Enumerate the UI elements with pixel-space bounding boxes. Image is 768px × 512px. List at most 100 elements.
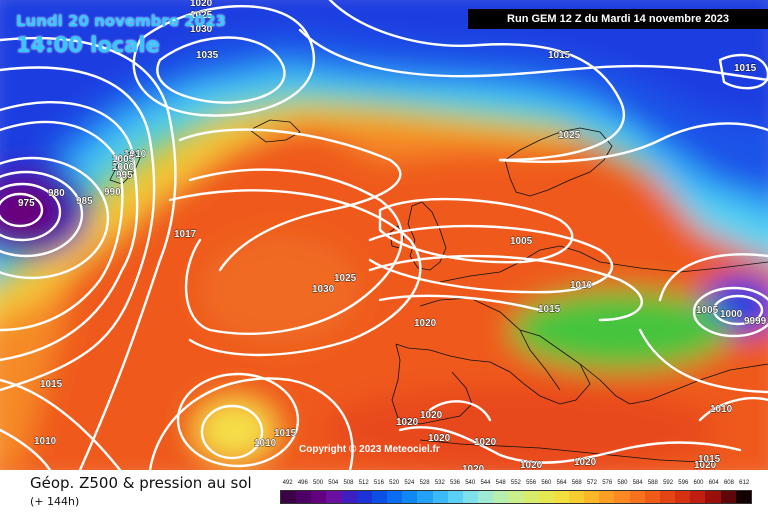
legend-label: 576 bbox=[602, 480, 613, 486]
legend-label: 544 bbox=[480, 480, 491, 486]
legend-label: 528 bbox=[419, 480, 430, 486]
isobar-label: 1020 bbox=[414, 318, 437, 329]
legend-swatch bbox=[432, 491, 448, 503]
color-scale-legend: 492 496 500 504 508 512 516 520 524 528 532 536 540 5… bbox=[280, 479, 752, 505]
isobar-label: 1010 bbox=[254, 438, 277, 449]
legend-swatch bbox=[675, 491, 691, 503]
isobar-label: 1020 bbox=[694, 460, 717, 470]
isobar-label: 1017 bbox=[174, 229, 197, 240]
legend-label: 580 bbox=[617, 480, 628, 486]
legend-labels: 492 496 500 504 508 512 516 520 524 528 532 536 540 5… bbox=[280, 479, 752, 489]
forecast-time: 14:00 locale bbox=[16, 33, 160, 57]
isobar-label: 1015 bbox=[274, 428, 297, 439]
legend-swatch bbox=[644, 491, 660, 503]
isobar-label: 1030 bbox=[312, 284, 335, 295]
model-run-banner: Run GEM 12 Z du Mardi 14 novembre 2023 bbox=[468, 9, 768, 29]
legend-swatch bbox=[599, 491, 615, 503]
isobar-label: 980 bbox=[48, 188, 65, 199]
legend-label: 496 bbox=[297, 480, 308, 486]
isobar-label: 1030 bbox=[190, 24, 213, 35]
legend-label: 592 bbox=[663, 480, 674, 486]
legend-label: 608 bbox=[723, 480, 734, 486]
legend-swatch bbox=[296, 491, 312, 503]
legend-swatch bbox=[659, 491, 676, 503]
legend-swatch bbox=[311, 491, 327, 503]
legend-label: 604 bbox=[708, 480, 719, 486]
legend-swatch bbox=[402, 491, 418, 503]
legend-label: 572 bbox=[586, 480, 597, 486]
isobar-label: 1015 bbox=[40, 379, 63, 390]
isobar-label: 1020 bbox=[420, 410, 443, 421]
isobar-label: 1005 bbox=[112, 154, 135, 165]
weather-map: 1020 1025 1030 1035 1015 1015 1025 1010 … bbox=[0, 0, 768, 470]
legend-swatch bbox=[281, 491, 297, 503]
legend-label: 612 bbox=[739, 480, 750, 486]
legend-swatch bbox=[553, 491, 569, 503]
isobar-label: 1020 bbox=[428, 433, 451, 444]
isobar-label: 1035 bbox=[196, 50, 219, 61]
legend-label: 556 bbox=[526, 480, 537, 486]
isobar-label: 1010 bbox=[570, 280, 593, 291]
legend-label: 568 bbox=[571, 480, 582, 486]
legend-swatch bbox=[538, 491, 554, 503]
isobar-label: 1010 bbox=[710, 404, 733, 415]
isobar-label: 1020 bbox=[396, 417, 419, 428]
legend-swatch bbox=[629, 491, 645, 503]
legend-swatch bbox=[508, 491, 524, 503]
isobar-label: 1025 bbox=[558, 130, 581, 141]
legend-label: 520 bbox=[389, 480, 400, 486]
legend-swatch bbox=[614, 491, 630, 503]
legend-label: 500 bbox=[313, 480, 324, 486]
isobar-label: 1020 bbox=[462, 464, 485, 470]
legend-label: 552 bbox=[510, 480, 521, 486]
isobar-label: 1010 bbox=[34, 436, 57, 447]
legend-label: 508 bbox=[343, 480, 354, 486]
legend-swatch bbox=[523, 491, 539, 503]
legend-swatch bbox=[690, 491, 706, 503]
isobar-label: 1020 bbox=[190, 0, 213, 9]
legend-label: 524 bbox=[404, 480, 415, 486]
isobar-label: 1010 bbox=[124, 149, 147, 160]
legend-swatch bbox=[341, 491, 357, 503]
isobar-label: 1025 bbox=[190, 10, 213, 21]
legend-swatch bbox=[356, 491, 372, 503]
coastlines bbox=[109, 119, 768, 463]
isobar-label: 1000 bbox=[720, 309, 743, 320]
legend-label: 560 bbox=[541, 480, 552, 486]
legend-label: 540 bbox=[465, 480, 476, 486]
isobars bbox=[0, 0, 768, 470]
isobar-label: 985 bbox=[76, 196, 93, 207]
legend-label: 492 bbox=[282, 480, 293, 486]
isobar-label: 1015 bbox=[698, 454, 721, 465]
legend-label: 512 bbox=[358, 480, 369, 486]
legend-label: 504 bbox=[328, 480, 339, 486]
isobar-label: 1020 bbox=[474, 437, 497, 448]
isobar-label: 1025 bbox=[334, 273, 357, 284]
legend-swatch bbox=[584, 491, 600, 503]
isobar-label: 1000 bbox=[112, 162, 135, 173]
legend-color-bar bbox=[280, 490, 752, 504]
legend-label: 588 bbox=[647, 480, 658, 486]
legend-label: 596 bbox=[678, 480, 689, 486]
isobar-label: 1020 bbox=[574, 457, 597, 468]
map-title: Géop. Z500 & pression au sol bbox=[30, 474, 252, 492]
legend-swatch bbox=[493, 491, 509, 503]
isobar-label: 1015 bbox=[538, 304, 561, 315]
legend-swatch bbox=[735, 491, 751, 503]
isobar-label: 1020 bbox=[520, 460, 543, 470]
isobar-labels: 1020 1025 1030 1035 1015 1015 1025 1010 … bbox=[18, 0, 767, 470]
legend-label: 536 bbox=[450, 480, 461, 486]
legend-swatch bbox=[478, 491, 494, 503]
isobar-label: 1015 bbox=[548, 50, 571, 61]
legend-swatch bbox=[371, 491, 388, 503]
isobar-label: 9999 bbox=[744, 316, 767, 327]
legend-label: 532 bbox=[434, 480, 445, 486]
legend-label: 516 bbox=[373, 480, 384, 486]
legend-label: 548 bbox=[495, 480, 506, 486]
isobar-label: 975 bbox=[18, 198, 35, 209]
copyright-notice: Copyright © 2023 Meteociel.fr bbox=[299, 444, 440, 455]
legend-swatch bbox=[568, 491, 585, 503]
legend-swatch bbox=[326, 491, 342, 503]
isobar-label: 990 bbox=[104, 187, 121, 198]
